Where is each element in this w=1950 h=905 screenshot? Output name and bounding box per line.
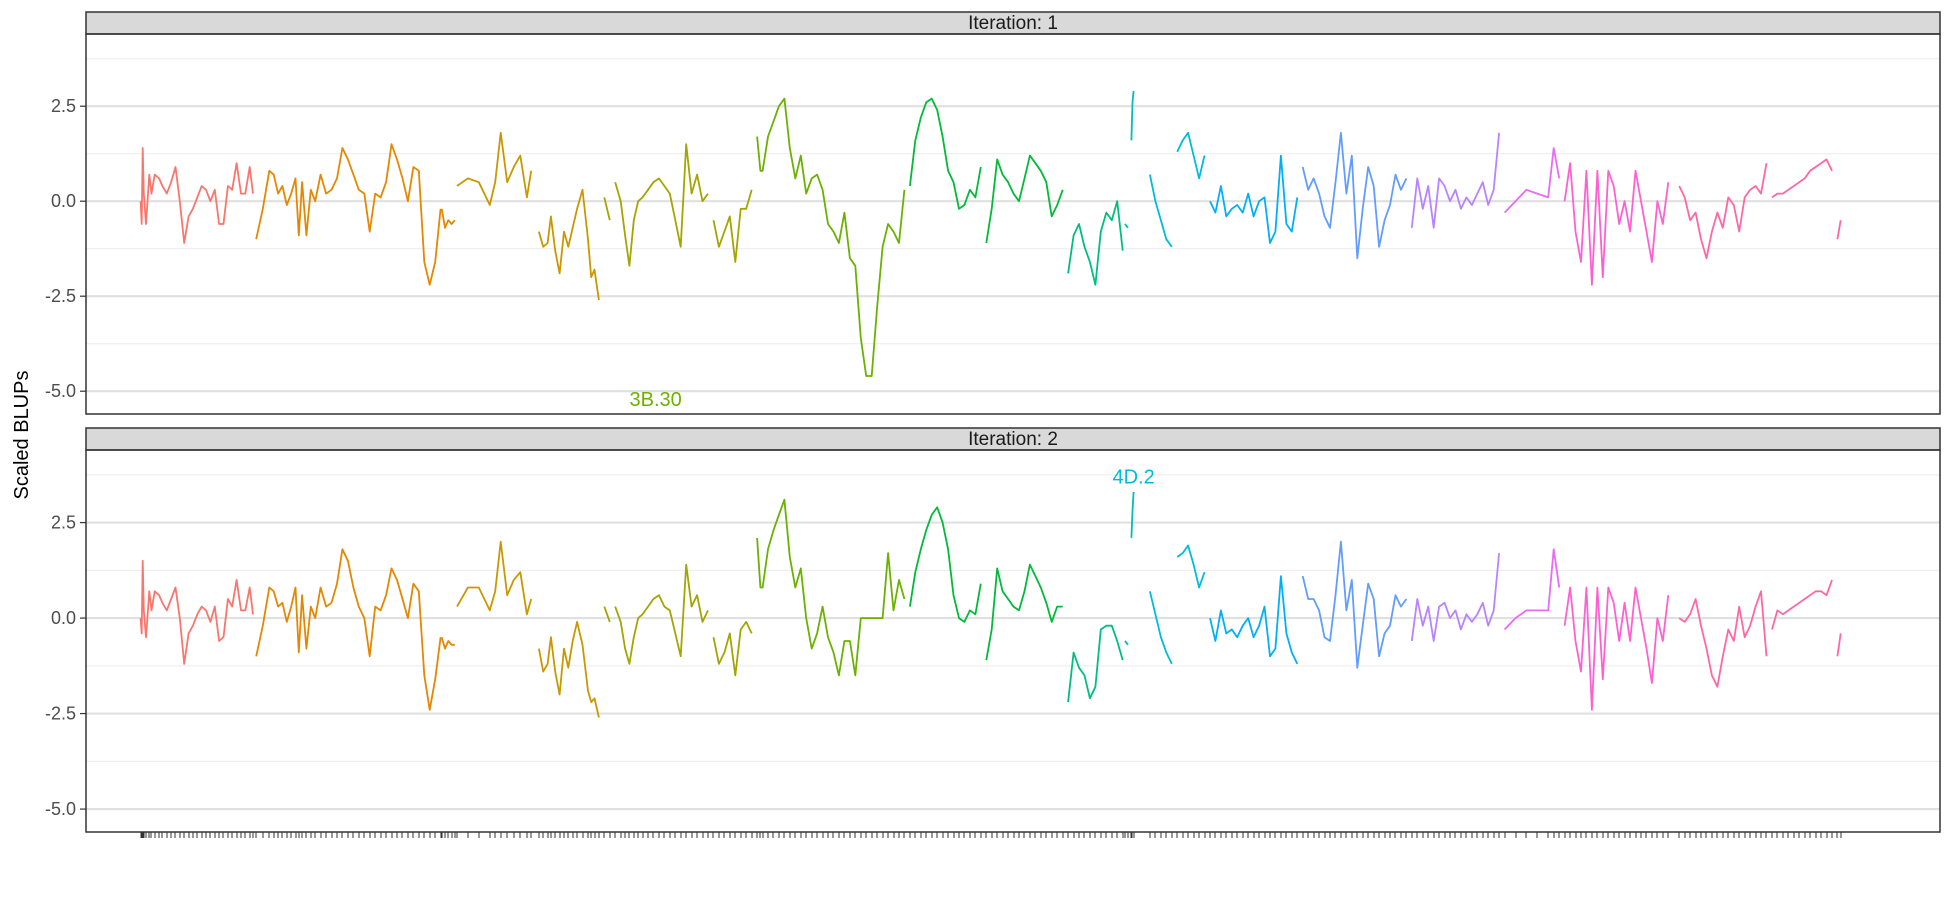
series-line — [1771, 158, 1833, 199]
panels-layer: Iteration: 1-5.0-2.50.02.53B.30Iteration… — [45, 11, 1941, 833]
y-tick-label: -2.5 — [45, 704, 76, 724]
series-line — [1149, 591, 1173, 665]
series-line — [1067, 200, 1124, 286]
facet-strip-label: Iteration: 2 — [968, 429, 1058, 450]
series-line — [456, 131, 533, 206]
series-line — [603, 197, 611, 221]
series-line — [1149, 174, 1173, 248]
series-line — [255, 548, 442, 711]
facet-strip-label: Iteration: 1 — [968, 13, 1058, 34]
series-line — [1124, 640, 1129, 646]
series-line — [1836, 633, 1842, 657]
annotation-label: 3B.30 — [629, 389, 681, 411]
panel-border — [85, 449, 1941, 833]
panel-border — [85, 33, 1941, 415]
series-line — [1503, 147, 1561, 214]
series-line — [1563, 162, 1670, 286]
series-line — [1836, 220, 1842, 240]
series-line — [440, 208, 456, 229]
series-line — [139, 147, 254, 244]
series-line — [909, 97, 982, 210]
series-line — [1301, 540, 1408, 669]
y-tick-label: 2.5 — [51, 513, 76, 533]
y-tick-label: -2.5 — [45, 286, 76, 306]
series-line — [1130, 491, 1135, 538]
series-line — [538, 188, 600, 301]
series-line — [1678, 163, 1768, 260]
y-axis-title: Scaled BLUPs — [11, 371, 33, 500]
series-line — [756, 498, 906, 677]
series-line — [1563, 586, 1670, 711]
series-line — [1176, 544, 1206, 589]
series-line — [614, 143, 709, 267]
series-line — [1301, 131, 1408, 260]
series-line — [985, 563, 1063, 661]
facet-panel-1: Iteration: 1 -5.0 -2.5 0.0 2.5 3B.30 — [45, 11, 1941, 415]
series-line — [1130, 90, 1135, 141]
series-line — [985, 154, 1064, 244]
series-line — [1209, 154, 1299, 244]
y-tick-label: -5.0 — [45, 381, 76, 401]
series-line — [1176, 131, 1206, 180]
y-tick-label: -5.0 — [45, 799, 76, 819]
facet-panel-2: Iteration: 2 -5.0 -2.5 0.0 2.5 4D.2 — [45, 427, 1941, 833]
series-line — [1503, 548, 1561, 631]
series-line — [909, 506, 982, 623]
series-line — [1678, 590, 1768, 688]
series-line — [1410, 553, 1500, 642]
series-line — [1124, 223, 1129, 229]
annotation-label: 4D.2 — [1112, 467, 1154, 489]
series-line — [614, 563, 709, 665]
series-line — [255, 143, 442, 286]
y-tick-label: 0.0 — [51, 191, 76, 211]
series-line — [1067, 624, 1124, 703]
series-line — [712, 189, 753, 263]
series-line — [1771, 579, 1833, 630]
series-line — [139, 559, 254, 665]
y-tick-label: 0.0 — [51, 608, 76, 628]
x-axis-ticks — [140, 832, 1842, 838]
series-line — [1209, 575, 1299, 665]
y-tick-label: 2.5 — [51, 96, 76, 116]
series-line — [1410, 132, 1500, 229]
series-line — [756, 97, 906, 377]
series-line — [538, 621, 600, 718]
series-line — [603, 606, 611, 623]
series-line — [712, 621, 753, 677]
series-line — [440, 636, 455, 650]
series-line — [456, 540, 533, 616]
